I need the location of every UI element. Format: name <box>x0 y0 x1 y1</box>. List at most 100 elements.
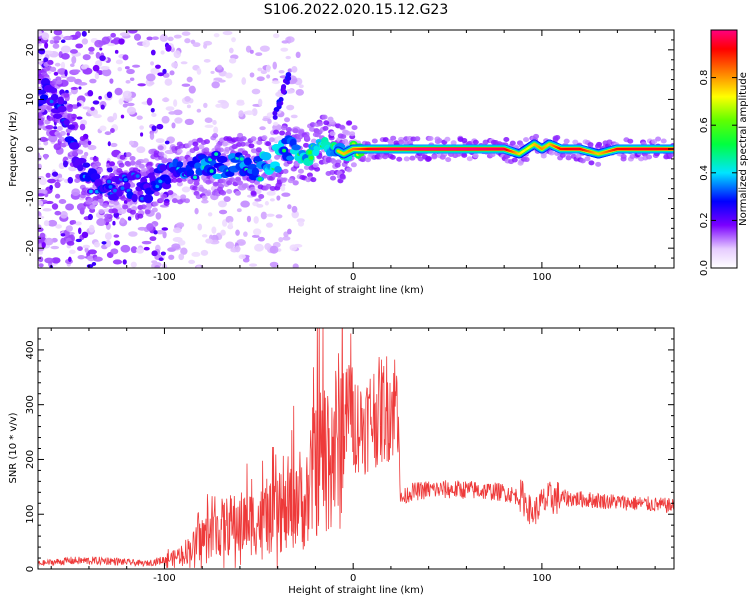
spectrogram-noise-blob <box>125 80 131 84</box>
spectrogram-ridge-core <box>155 184 160 189</box>
spectrogram-noise-blob <box>297 220 305 227</box>
spectrogram-noise-blob <box>45 124 54 130</box>
spectrogram-halo-blob <box>254 180 261 186</box>
spectrogram-halo-blob <box>255 147 262 153</box>
spectrogram-noise-blob <box>180 61 188 65</box>
spectrogram-noise-blob <box>171 122 176 129</box>
spectrogram-noise-blob <box>285 55 291 60</box>
spectrogram-noise-blob <box>186 76 193 83</box>
spectrogram-halo-blob <box>346 120 353 126</box>
snr-series-line <box>38 328 674 568</box>
spectrogram-noise-blob <box>141 240 152 245</box>
spectrogram-noise-blob <box>228 221 233 228</box>
spectrogram-halo-blob <box>129 209 136 215</box>
spectrogram-noise-blob <box>104 239 112 248</box>
spectrogram-noise-blob <box>53 36 62 41</box>
spectrogram-noise-blob <box>181 83 191 87</box>
spectrogram-halo-blob <box>146 161 153 167</box>
spectrogram-noise-blob <box>210 70 215 74</box>
spectrogram-ridge-core <box>257 177 262 181</box>
spectrogram-noise-blob <box>287 228 292 235</box>
spectrogram-halo-blob <box>312 162 319 168</box>
spectrogram-noise-blob <box>186 104 191 109</box>
spectrogram-noise-blob <box>47 178 56 184</box>
spectrogram-halo-blob <box>351 125 358 131</box>
spectrogram-noise-speck <box>151 250 158 257</box>
spectrogram-halo-blob <box>310 177 317 183</box>
spectrogram-halo-blob <box>303 165 310 171</box>
spectrogram-noise-blob <box>112 259 123 265</box>
spectrogram-halo-blob <box>575 153 582 159</box>
spectrogram-halo-blob <box>310 138 317 144</box>
spectrogram-halo-blob <box>292 128 299 134</box>
spectrogram-noise-speck <box>106 91 113 99</box>
spectrogram-noise-blob <box>168 111 177 115</box>
spectrogram-noise-blob <box>196 108 202 113</box>
spectrogram-noise-blob <box>225 215 234 224</box>
spectrogram-halo-blob <box>79 136 86 142</box>
spectrogram-noise-blob <box>58 198 67 205</box>
spectrogram-noise-blob <box>95 51 101 59</box>
spectrogram-noise-blob <box>262 117 270 122</box>
spectrogram-noise-speck <box>155 64 161 69</box>
spectrogram-noise-speck <box>41 241 46 249</box>
spectrogram-ridge-blob <box>194 162 202 170</box>
spectrogram-halo-blob <box>41 71 48 77</box>
spectrogram-noise-speck <box>127 216 132 221</box>
spectrogram-halo-blob <box>285 131 292 137</box>
spectrogram-halo-blob <box>425 155 432 161</box>
spectrogram-noise-blob <box>184 38 191 44</box>
spectrogram-halo-blob <box>444 136 451 142</box>
spectrogram-halo-blob <box>533 133 540 139</box>
spectrogram-noise-blob <box>167 36 174 42</box>
spectrogram-noise-blob <box>286 104 295 111</box>
spectrogram-halo-blob <box>193 145 200 151</box>
spectrogram-halo-blob <box>646 154 653 160</box>
spectrogram-noise-blob <box>251 234 260 238</box>
spectrogram-noise-speck <box>164 140 170 145</box>
spectrogram-halo-blob <box>201 195 208 201</box>
spectrogram-noise-blob <box>47 219 58 227</box>
spectrogram-noise-blob <box>42 208 52 212</box>
spectrogram-x-axis-label: Height of straight line (km) <box>288 285 424 296</box>
spectrogram-ridge-blob <box>82 162 91 168</box>
spectrogram-noise-blob <box>82 244 91 249</box>
spectrogram-noise-blob <box>271 80 280 85</box>
spectrogram-halo-blob <box>241 183 248 189</box>
spectrogram-noise-blob <box>150 67 160 75</box>
spectrogram-noise-blob <box>94 39 104 48</box>
spectrogram-noise-blob <box>278 70 285 74</box>
spectrogram-noise-blob <box>137 83 146 87</box>
spectrogram-noise-blob <box>63 35 73 41</box>
spectrogram-noise-blob <box>160 50 165 55</box>
spectrogram-noise-blob <box>117 66 123 72</box>
spectrogram-halo-blob <box>431 154 438 160</box>
colorbar-tick-label: 0.6 <box>699 117 710 133</box>
spectrogram-noise-blob <box>149 132 155 140</box>
spectrogram-noise-blob <box>137 226 147 231</box>
spectrogram-halo-blob <box>316 154 323 160</box>
spectrogram-noise-blob <box>241 77 247 85</box>
spectrogram-noise-blob <box>203 102 208 109</box>
spectrogram-noise-blob <box>238 254 246 260</box>
spectrogram-noise-blob <box>142 39 151 48</box>
spectrogram-halo-blob <box>620 156 627 162</box>
spectrogram-noise-speck <box>38 48 46 55</box>
spectrogram-noise-blob <box>88 46 95 52</box>
spectrogram-halo-blob <box>472 139 479 145</box>
spectrogram-noise-blob <box>266 74 271 79</box>
spectrogram-noise-blob <box>243 231 248 237</box>
spectrogram-halo-blob <box>234 190 241 196</box>
spectrogram-halo-blob <box>137 209 144 215</box>
spectrogram-halo-blob <box>398 139 405 145</box>
colorbar-gradient <box>710 29 738 269</box>
spectrogram-halo-blob <box>92 196 99 202</box>
spectrogram-noise-speck <box>107 141 111 147</box>
spectrogram-noise-blob <box>41 137 49 142</box>
spectrogram-noise-blob <box>133 33 142 41</box>
spectrogram-halo-blob <box>329 131 336 137</box>
spectrogram-halo-blob <box>38 119 44 125</box>
spectrogram-noise-blob <box>173 34 182 39</box>
spectrogram-halo-blob <box>67 113 74 119</box>
spectrogram-halo-blob <box>595 143 602 149</box>
